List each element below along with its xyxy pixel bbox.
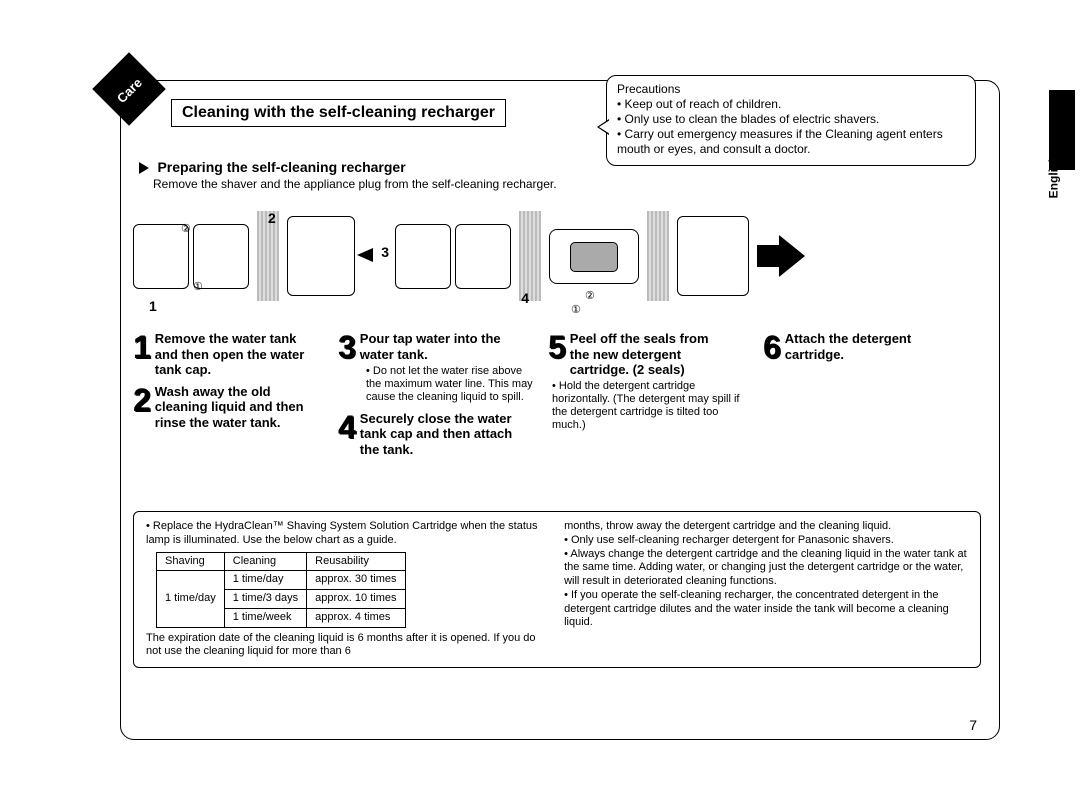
precaution-item: • Only use to clean the blades of electr… xyxy=(617,112,965,127)
section-title: Cleaning with the self-cleaning recharge… xyxy=(171,99,506,127)
bottom-left-intro: • Replace the HydraClean™ Shaving System… xyxy=(146,520,540,548)
circled-2: ② xyxy=(181,222,191,235)
big-arrow-icon xyxy=(757,231,807,281)
th-shaving: Shaving xyxy=(157,552,225,571)
circled-2b: ② xyxy=(585,289,595,302)
figure-final xyxy=(677,216,749,296)
page-frame: Care Cleaning with the self-cleaning rec… xyxy=(120,80,1000,740)
th-cleaning: Cleaning xyxy=(224,552,306,571)
subheading-desc: Remove the shaver and the appliance plug… xyxy=(153,177,557,191)
fig-num-4: 4 xyxy=(521,290,529,306)
subheading-row: Preparing the self-cleaning recharger xyxy=(139,159,406,177)
figure-pour xyxy=(287,216,355,296)
reusability-table: Shaving Cleaning Reusability 1 time/day … xyxy=(156,552,406,628)
steps-grid: 1Remove the water tank and then open the… xyxy=(133,331,983,491)
bottom-right-line: • Only use self-cleaning recharger deter… xyxy=(564,534,968,548)
page-number: 7 xyxy=(969,717,977,733)
bottom-right-line: months, throw away the detergent cartrid… xyxy=(564,520,968,534)
bottom-left-outro: The expiration date of the cleaning liqu… xyxy=(146,632,540,660)
fig-num-1: 1 xyxy=(149,298,157,314)
step-1: 1Remove the water tank and then open the… xyxy=(133,331,328,378)
td: 1 time/day xyxy=(157,571,225,627)
fig-num-2: 2 xyxy=(268,210,276,226)
grid-divider xyxy=(647,211,669,301)
bottom-right-line: • If you operate the self-cleaning recha… xyxy=(564,589,968,630)
td: 1 time/3 days xyxy=(224,590,306,609)
grid-divider xyxy=(519,211,541,301)
td: approx. 10 times xyxy=(307,590,405,609)
bottom-notes-box: • Replace the HydraClean™ Shaving System… xyxy=(133,511,981,668)
callout-tail-inner xyxy=(599,120,610,134)
circled-1: ① xyxy=(193,280,203,293)
triangle-icon xyxy=(139,162,149,174)
circled-1b: ① xyxy=(571,303,581,316)
step-5: 5Peel off the seals from the new deterge… xyxy=(548,331,753,378)
fig-num-3: 3 xyxy=(381,244,389,260)
bottom-right-line: • Always change the detergent cartridge … xyxy=(564,548,968,589)
td: 1 time/week xyxy=(224,608,306,627)
precautions-box: Precautions • Keep out of reach of child… xyxy=(606,75,976,166)
language-label: English xyxy=(1046,155,1060,198)
step-3-note: • Do not let the water rise above the ma… xyxy=(366,365,538,405)
arrow-left-icon xyxy=(357,248,373,262)
figure-close xyxy=(395,224,451,289)
td: 1 time/day xyxy=(224,571,306,590)
step-3: 3Pour tap water into the water tank. xyxy=(338,331,538,363)
step-4: 4Securely close the water tank cap and t… xyxy=(338,411,538,458)
precaution-item: • Carry out emergency measures if the Cl… xyxy=(617,127,965,157)
step-6: 6Attach the detergent cartridge. xyxy=(763,331,973,363)
precaution-item: • Keep out of reach of children. xyxy=(617,97,965,112)
precautions-header: Precautions xyxy=(617,82,965,97)
th-reusability: Reusability xyxy=(307,552,405,571)
figure-cartridge xyxy=(549,229,639,284)
subheading: Preparing the self-cleaning recharger xyxy=(157,159,405,175)
figure-row: ② ① 1 2 3 4 ② ① xyxy=(133,196,983,316)
td: approx. 4 times xyxy=(307,608,405,627)
figure-attach xyxy=(455,224,511,289)
step-2: 2Wash away the old cleaning liquid and t… xyxy=(133,384,328,431)
step-5-note: • Hold the detergent cartridge horizonta… xyxy=(552,380,753,433)
td: approx. 30 times xyxy=(307,571,405,590)
